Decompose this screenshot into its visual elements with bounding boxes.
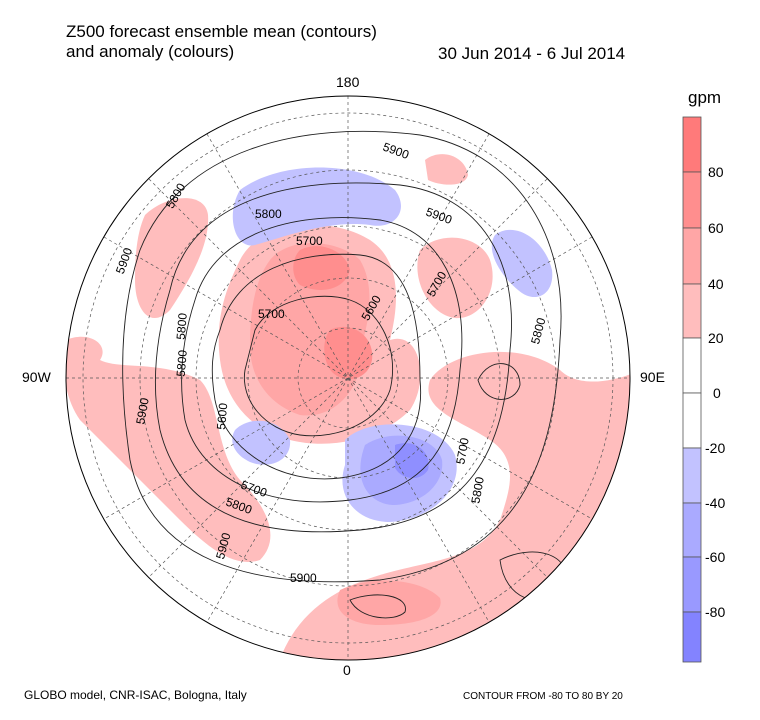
- colorbar-segment: [682, 227, 702, 285]
- anomaly-negative: [491, 229, 553, 298]
- anomaly-negative: [232, 420, 291, 465]
- colorbar-tick: 40: [708, 276, 724, 292]
- contour-label: 5800: [174, 312, 190, 340]
- anomaly-fill: [66, 154, 630, 660]
- colorbar-tick: 0: [713, 385, 721, 401]
- anomaly-negative: [395, 443, 429, 479]
- lon-label-bottom: 0: [343, 662, 351, 678]
- contour-label: 5800: [255, 207, 282, 221]
- colorbar: [682, 116, 702, 663]
- anomaly-positive: [337, 580, 441, 625]
- colorbar-tick: -20: [705, 440, 726, 456]
- anomaly-positive: [425, 154, 468, 185]
- anomaly-positive: [135, 198, 209, 319]
- anomaly-positive: [417, 237, 493, 319]
- contour-label: 5700: [296, 234, 323, 248]
- colorbar-tick: -80: [705, 604, 726, 620]
- contour-label: 5800: [528, 316, 549, 346]
- footer-contour-info: CONTOUR FROM -80 TO 80 BY 20: [463, 691, 623, 702]
- contour-label: 5700: [453, 436, 471, 465]
- colorbar-units: gpm: [688, 88, 722, 107]
- colorbar-tick: 60: [708, 220, 724, 236]
- contour-label: 5900: [424, 205, 454, 227]
- colorbar-segment: [682, 611, 702, 663]
- map-boundary: [65, 95, 631, 661]
- colorbar-tick: -60: [705, 549, 726, 565]
- title-line-2: and anomaly (colours): [66, 42, 235, 61]
- date-range: 30 Jun 2014 - 6 Jul 2014: [438, 44, 626, 63]
- colorbar-segment: [682, 116, 702, 173]
- lon-label-left: 90W: [22, 369, 51, 385]
- anomaly-positive: [66, 336, 271, 562]
- contour-label: 5700: [258, 307, 285, 321]
- contour-label: 5800: [468, 475, 486, 504]
- colorbar-segment: [682, 556, 702, 613]
- colorbar-segment: [682, 171, 702, 229]
- lon-label-right: 90E: [640, 369, 665, 385]
- colorbar-segment: [682, 283, 702, 339]
- colorbar-segment: [682, 392, 702, 449]
- footer-credit: GLOBO model, CNR-ISAC, Bologna, Italy: [24, 688, 247, 702]
- contour-label: 5900: [113, 246, 135, 276]
- colorbar-tick: 80: [708, 164, 724, 180]
- contour-label: 5900: [290, 571, 317, 585]
- contour-label: 5800: [174, 349, 190, 377]
- colorbar-segment: [682, 447, 702, 504]
- contour-label: 5900: [381, 140, 411, 162]
- colorbar-tick: -40: [705, 495, 726, 511]
- title-line-1: Z500 forecast ensemble mean (contours): [66, 22, 377, 41]
- lon-label-top: 180: [336, 74, 360, 90]
- colorbar-tick: 20: [708, 330, 724, 346]
- colorbar-segment: [682, 337, 702, 394]
- anomaly-negative: [232, 167, 401, 246]
- contour-label: 5600: [214, 402, 230, 430]
- colorbar-segment: [682, 502, 702, 558]
- graticule: [66, 96, 630, 660]
- contour-label: 5900: [213, 531, 234, 561]
- contour-label: 5900: [133, 396, 151, 425]
- height-contours: [122, 130, 566, 619]
